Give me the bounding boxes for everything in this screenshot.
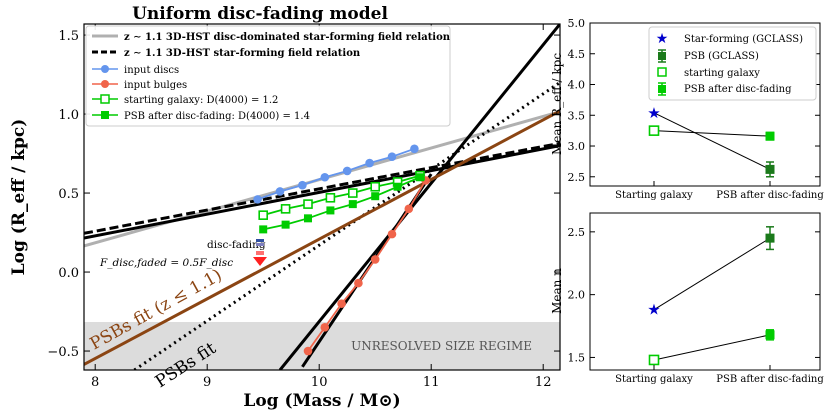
relation-line-4 bbox=[278, 24, 560, 370]
reff-legend: ★ Star-forming (GCLASS) PSB (GCLASS) sta… bbox=[648, 26, 817, 101]
unresolved-size-label: UNRESOLVED SIZE REGIME bbox=[351, 339, 532, 353]
legend-entry-label: Star-forming (GCLASS) bbox=[684, 34, 803, 45]
x-tick-label: 10 bbox=[311, 375, 328, 390]
series-point bbox=[320, 323, 330, 332]
series-point bbox=[320, 172, 330, 182]
series-point bbox=[416, 173, 424, 182]
reff-panel: ★ 2.5 3.0 3.5 4.0 4.5 5.0 Starting galaxy PSB … bbox=[550, 17, 824, 201]
series-point bbox=[258, 210, 269, 220]
series-point bbox=[387, 152, 397, 162]
series-point bbox=[337, 299, 346, 308]
series-point bbox=[259, 225, 268, 234]
legend-star-icon: ★ bbox=[656, 31, 669, 47]
series-point bbox=[410, 144, 419, 154]
series-point bbox=[281, 220, 290, 229]
series-point bbox=[387, 229, 397, 239]
legend-entry-label: starting galaxy: D(4000) = 1.2 bbox=[124, 95, 278, 106]
series-point bbox=[393, 182, 402, 191]
series-point bbox=[326, 206, 335, 215]
series-point bbox=[298, 180, 307, 190]
connector-line-2 bbox=[653, 130, 771, 137]
series-point bbox=[370, 181, 381, 192]
relation-line-5 bbox=[133, 81, 560, 370]
y-tick-label: 2.5 bbox=[568, 226, 586, 239]
legend-entry-label: input discs bbox=[124, 65, 179, 76]
reff-y-label: Mean R_eff / kpc bbox=[550, 53, 564, 155]
y-tick-label: 3.0 bbox=[568, 140, 586, 153]
reff-axes-frame bbox=[589, 22, 821, 187]
series-point bbox=[370, 255, 380, 264]
x-tick-label: PSB after disc-fading bbox=[716, 374, 824, 385]
main-panel: Uniform disc-fading model UNRESOLVED SIZ… bbox=[9, 4, 561, 411]
main-title: Uniform disc-fading model bbox=[132, 4, 388, 24]
x-tick-label: Starting galaxy bbox=[615, 190, 693, 201]
open-square-marker bbox=[648, 125, 660, 136]
legend-entry-label: PSB (GCLASS) bbox=[684, 51, 759, 62]
series-point bbox=[371, 192, 380, 201]
filled-square-marker bbox=[765, 233, 775, 243]
relation-line-6 bbox=[84, 109, 560, 366]
legend-entry-label: input bulges bbox=[124, 80, 187, 91]
relation-line-3 bbox=[84, 144, 560, 240]
y-tick-label: 2.5 bbox=[568, 171, 586, 184]
main-legend: z ∼ 1.1 3D-HST disc-dominated star-formi… bbox=[85, 25, 451, 127]
x-tick-label: PSB after disc-fading bbox=[716, 190, 824, 201]
main-x-label: Log (Mass / M⊙) bbox=[243, 391, 400, 411]
series-line-2 bbox=[307, 179, 427, 352]
series-point bbox=[304, 214, 312, 223]
series-point bbox=[365, 158, 374, 168]
y-tick-label: 1.5 bbox=[58, 29, 79, 44]
filled-square-marker bbox=[765, 164, 775, 174]
filled-square-marker bbox=[765, 330, 775, 340]
y-tick-label: 1.0 bbox=[58, 108, 79, 123]
legend-entry-label: PSB after disc-fading bbox=[684, 84, 792, 95]
star-marker: ★ bbox=[647, 301, 660, 319]
series-point bbox=[253, 195, 262, 204]
connector-line-1 bbox=[653, 237, 771, 311]
x-tick-label: 11 bbox=[423, 375, 440, 390]
series-point bbox=[342, 166, 352, 176]
series-point bbox=[347, 188, 358, 198]
legend-entry-label: z ∼ 1.1 3D-HST star-forming field relati… bbox=[124, 48, 361, 59]
star-marker: ★ bbox=[647, 104, 660, 122]
x-tick-label: 12 bbox=[535, 375, 552, 390]
disc-fading-arrow bbox=[253, 239, 267, 266]
relation-line-2 bbox=[84, 141, 560, 235]
legend-entry-label: PSB after disc-fading: D(4000) = 1.4 bbox=[124, 111, 310, 122]
main-axes-frame bbox=[83, 23, 561, 371]
series-point bbox=[325, 192, 336, 203]
series-point bbox=[303, 346, 313, 356]
series-point bbox=[404, 204, 414, 214]
legend-entry-label: starting galaxy bbox=[684, 68, 760, 79]
y-tick-label: 3.5 bbox=[568, 109, 586, 122]
series-point bbox=[348, 200, 357, 209]
disc-fading-label: disc-fading bbox=[207, 239, 266, 251]
fading-formula-label: F_disc,faded = 0.5F_disc bbox=[99, 257, 233, 269]
legend-entry-label: z ∼ 1.1 3D-HST disc-dominated star-formi… bbox=[124, 32, 451, 43]
sersic-y-label: Mean n bbox=[550, 268, 564, 314]
sersic-panel: ★ 1.5 2.0 2.5 Starting galaxy PSB after dis… bbox=[550, 212, 824, 385]
series-point bbox=[275, 187, 285, 196]
y-tick-label: 2.0 bbox=[568, 289, 586, 302]
y-tick-label: 5.0 bbox=[568, 17, 586, 30]
y-tick-label: 4.5 bbox=[568, 48, 586, 61]
y-tick-label: 0.5 bbox=[58, 187, 79, 202]
filled-square-marker bbox=[765, 131, 775, 141]
connector-line-1 bbox=[653, 112, 771, 170]
x-tick-label: 8 bbox=[91, 375, 99, 390]
sersic-axes-frame bbox=[589, 212, 821, 371]
x-tick-label: 9 bbox=[203, 375, 211, 390]
series-point bbox=[354, 278, 363, 288]
main-y-label: Log (R_eff / kpc) bbox=[9, 119, 29, 276]
y-tick-label: −0.5 bbox=[47, 345, 79, 360]
open-square-marker bbox=[648, 354, 660, 366]
series-point bbox=[280, 204, 291, 214]
y-tick-label: 0.0 bbox=[58, 266, 79, 281]
connector-line-2 bbox=[653, 334, 771, 361]
series-point bbox=[303, 199, 313, 209]
x-tick-label: Starting galaxy bbox=[615, 374, 693, 385]
y-tick-label: 4.0 bbox=[568, 79, 586, 92]
y-tick-label: 1.5 bbox=[568, 351, 586, 364]
